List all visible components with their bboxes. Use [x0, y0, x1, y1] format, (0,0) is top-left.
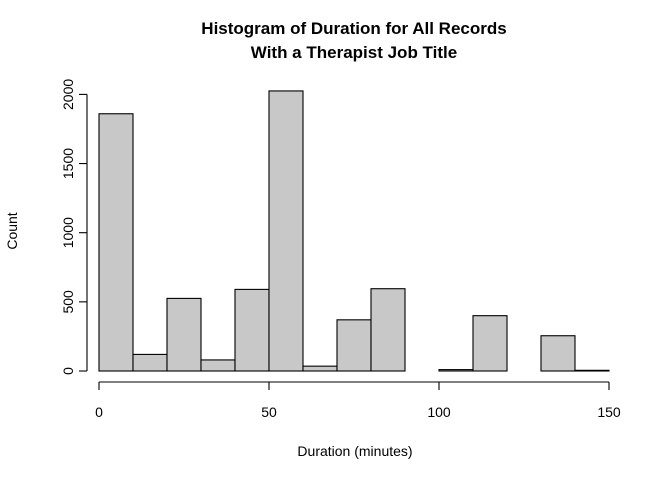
histogram-bar-30-40 [200, 359, 236, 372]
histogram-bar-0-10 [98, 113, 134, 372]
y-tick-label: 2000 [60, 79, 76, 110]
histogram-bar-50-60 [268, 90, 304, 372]
chart-title-line-2: With a Therapist Job Title [251, 43, 457, 62]
y-tick-label: 1500 [60, 148, 76, 179]
x-tick-label: 50 [261, 404, 277, 420]
histogram-bar-40-50 [234, 288, 270, 372]
x-axis: 0 50 100 150 [95, 381, 621, 420]
histogram-bar-70-80 [336, 319, 372, 372]
y-tick-label: 0 [60, 367, 76, 375]
x-tick-label: 0 [95, 404, 103, 420]
histogram-bar-110-120 [472, 315, 508, 372]
histogram-bar-10-20 [132, 353, 168, 372]
histogram-bar-60-70 [302, 365, 338, 372]
bars-group [98, 90, 610, 372]
x-axis-label: Duration (minutes) [297, 443, 412, 459]
histogram-bar-130-140 [540, 335, 576, 372]
histogram-bar-100-110 [438, 369, 474, 372]
histogram-bar-80-90 [370, 288, 406, 372]
x-tick-label: 150 [597, 404, 621, 420]
y-tick-label: 500 [60, 290, 76, 314]
y-axis-label: Count [4, 212, 20, 249]
y-tick-label: 1000 [60, 217, 76, 248]
histogram-bar-20-30 [166, 297, 202, 372]
histogram-bar-140-150 [574, 369, 610, 372]
chart-title-line-1: Histogram of Duration for All Records [201, 19, 506, 38]
y-axis: 0 500 1000 1500 2000 [60, 79, 88, 375]
x-tick-label: 100 [427, 404, 451, 420]
